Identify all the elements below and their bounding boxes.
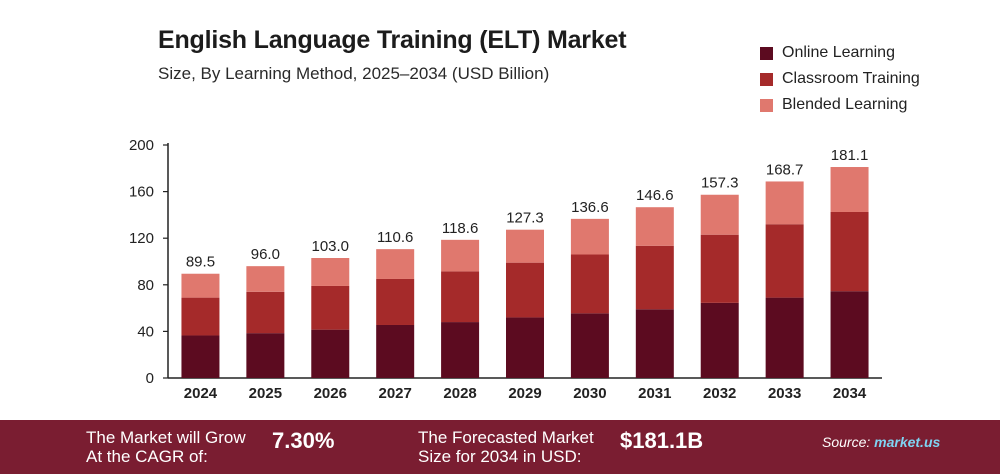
- bar-segment-classroom-training: [311, 285, 350, 330]
- source-brand: market.us: [874, 434, 941, 450]
- source-label: Source:: [822, 434, 871, 450]
- x-tick-label: 2032: [703, 385, 736, 402]
- legend: Online Learning Classroom Training Blend…: [760, 40, 920, 118]
- footer-banner: The Market will Grow At the CAGR of: 7.3…: [0, 420, 1000, 474]
- y-tick-label: 200: [129, 137, 154, 154]
- bar-segment-online-learning: [765, 297, 804, 378]
- forecast-value: $181.1B: [620, 428, 704, 453]
- bar-segment-blended-learning: [635, 207, 674, 246]
- bar-total-label: 118.6: [442, 220, 478, 237]
- bar-total-label: 110.6: [377, 229, 413, 246]
- y-tick-label: 80: [137, 277, 154, 294]
- bar-segment-blended-learning: [311, 258, 350, 286]
- bar-segment-online-learning: [376, 324, 415, 378]
- bar-segment-classroom-training: [570, 254, 609, 314]
- y-tick-label: 120: [129, 230, 154, 247]
- cagr-label: The Market will Grow At the CAGR of:: [86, 428, 246, 466]
- bar-segment-online-learning: [570, 313, 609, 378]
- bar-total-label: 136.6: [571, 199, 609, 216]
- bar-segment-classroom-training: [441, 271, 480, 323]
- legend-label-classroom: Classroom Training: [782, 70, 920, 87]
- legend-item-blended: Blended Learning: [760, 92, 920, 118]
- bar-segment-classroom-training: [246, 291, 285, 334]
- legend-swatch-classroom: [760, 72, 773, 86]
- x-tick-label: 2027: [378, 385, 411, 402]
- x-tick-label: 2025: [249, 385, 282, 402]
- y-tick-label: 40: [137, 323, 154, 340]
- x-tick-label: 2026: [314, 385, 347, 402]
- bar-total-label: 168.7: [766, 161, 804, 178]
- legend-item-classroom: Classroom Training: [760, 66, 920, 92]
- bar-segment-classroom-training: [506, 262, 544, 318]
- bar-segment-online-learning: [635, 309, 674, 378]
- bar-segment-online-learning: [830, 291, 869, 378]
- bar-segment-blended-learning: [246, 266, 285, 292]
- bar-total-label: 96.0: [251, 246, 280, 263]
- bar-segment-blended-learning: [506, 229, 544, 263]
- x-tick-label: 2031: [638, 385, 671, 402]
- bar-segment-online-learning: [441, 322, 480, 378]
- bar-segment-blended-learning: [765, 181, 804, 225]
- x-tick-label: 2030: [573, 385, 606, 402]
- bar-chart: 0 40 80 120 160 200 89.5 2024 96.0 2025 103.0 2026 1…: [129, 137, 882, 402]
- x-tick-label: 2029: [508, 385, 541, 402]
- bar-segment-blended-learning: [700, 194, 739, 235]
- bar-total-label: 127.3: [506, 210, 544, 227]
- bar-segment-blended-learning: [181, 273, 220, 298]
- legend-item-online: Online Learning: [760, 40, 920, 66]
- bar-segment-blended-learning: [441, 239, 480, 272]
- chart-title: English Language Training (ELT) Market: [158, 26, 627, 54]
- y-tick-label: 160: [129, 184, 154, 201]
- bar-total-label: 146.6: [636, 187, 674, 204]
- bar-total-label: 103.0: [311, 238, 349, 255]
- bar-segment-blended-learning: [830, 167, 869, 212]
- forecast-label: The Forecasted Market Size for 2034 in U…: [418, 428, 594, 466]
- bar-segment-online-learning: [700, 302, 739, 378]
- y-tick-label: 0: [146, 370, 154, 387]
- bar-segment-classroom-training: [700, 234, 739, 303]
- bar-segment-classroom-training: [765, 224, 804, 298]
- legend-label-blended: Blended Learning: [782, 96, 908, 113]
- legend-label-online: Online Learning: [782, 44, 895, 61]
- legend-swatch-blended: [760, 98, 773, 112]
- bar-segment-classroom-training: [181, 297, 220, 336]
- cagr-label-line2: At the CAGR of:: [86, 447, 208, 466]
- x-tick-label: 2033: [768, 385, 801, 402]
- forecast-label-line1: The Forecasted Market: [418, 428, 594, 447]
- bar-segment-online-learning: [506, 317, 544, 378]
- cagr-value: 7.30%: [272, 428, 335, 453]
- bar-segment-online-learning: [246, 333, 285, 378]
- bar-segment-classroom-training: [635, 245, 674, 310]
- x-tick-label: 2024: [184, 385, 218, 402]
- bar-segment-classroom-training: [830, 211, 869, 292]
- source-credit: Source: market.us: [822, 434, 940, 450]
- chart-subtitle: Size, By Learning Method, 2025–2034 (USD…: [158, 64, 550, 83]
- bar-total-label: 181.1: [831, 147, 869, 164]
- bar-segment-blended-learning: [570, 218, 609, 255]
- bar-total-label: 89.5: [186, 254, 215, 271]
- x-tick-label: 2028: [443, 385, 476, 402]
- forecast-label-line2: Size for 2034 in USD:: [418, 447, 582, 466]
- bar-total-label: 157.3: [701, 175, 739, 192]
- bar-segment-online-learning: [311, 329, 350, 378]
- x-tick-label: 2034: [833, 385, 867, 402]
- legend-swatch-online: [760, 46, 773, 60]
- bar-segment-online-learning: [181, 335, 220, 378]
- bar-segment-classroom-training: [376, 278, 415, 325]
- bar-segment-blended-learning: [376, 249, 415, 279]
- chart-card: English Language Training (ELT) Market S…: [0, 0, 1000, 420]
- cagr-label-line1: The Market will Grow: [86, 428, 246, 447]
